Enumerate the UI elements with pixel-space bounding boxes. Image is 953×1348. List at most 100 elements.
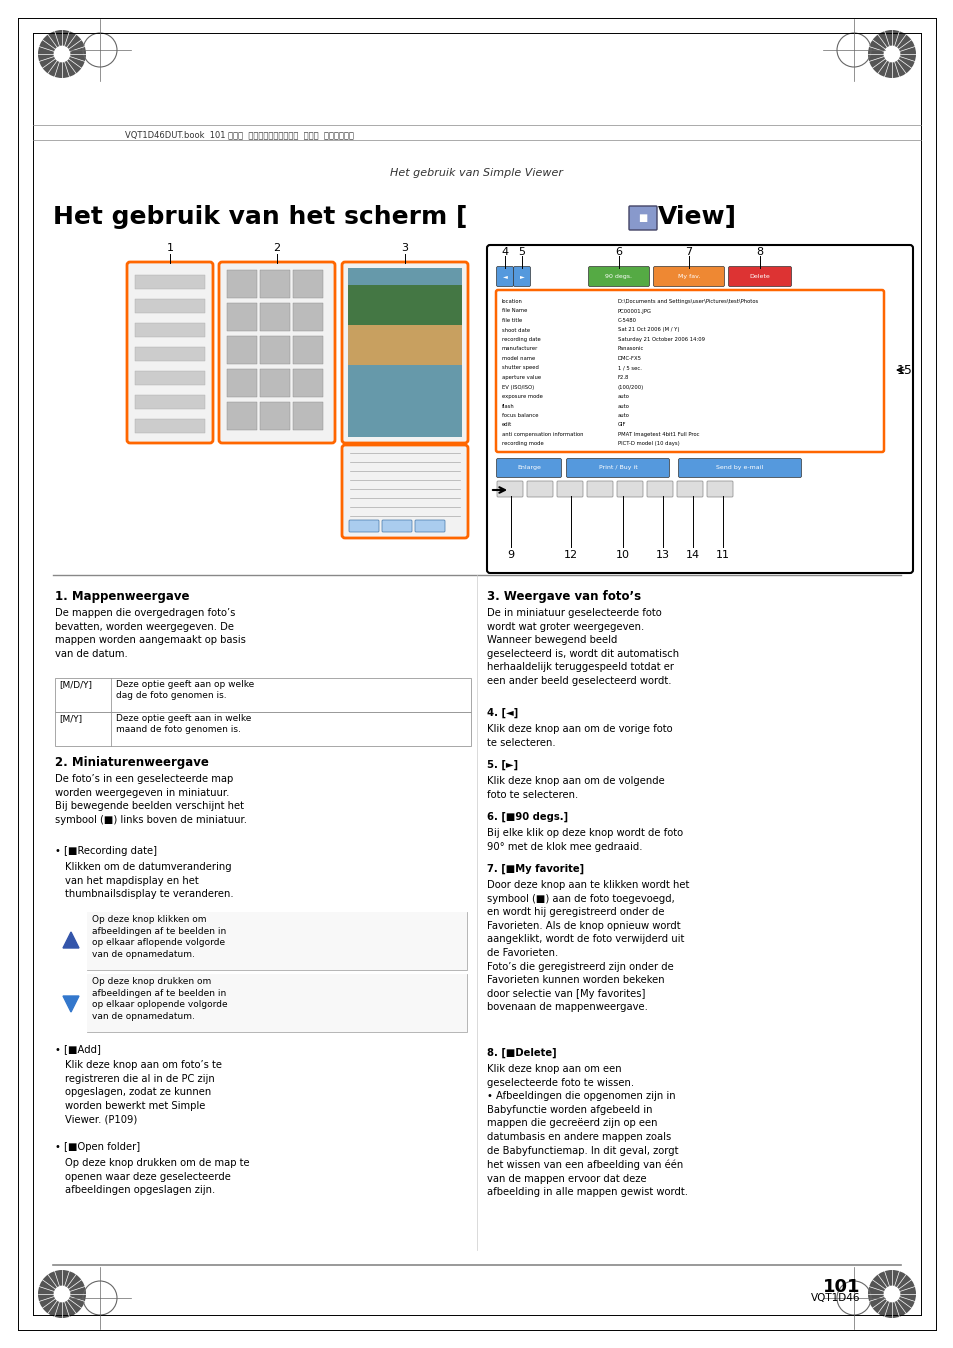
- Bar: [87, 913, 467, 971]
- FancyBboxPatch shape: [496, 267, 513, 287]
- Circle shape: [53, 46, 71, 62]
- Text: 11: 11: [716, 550, 729, 559]
- Text: auto: auto: [618, 394, 629, 399]
- Bar: [260, 303, 290, 332]
- Bar: [135, 346, 205, 361]
- Text: 101: 101: [821, 1278, 859, 1295]
- FancyBboxPatch shape: [706, 481, 732, 497]
- Bar: [293, 336, 323, 364]
- Text: Het gebruik van Simple Viewer: Het gebruik van Simple Viewer: [390, 168, 563, 178]
- Text: 90 degs.: 90 degs.: [605, 274, 632, 279]
- Bar: [293, 303, 323, 332]
- Circle shape: [882, 46, 900, 62]
- Text: Delete: Delete: [749, 274, 770, 279]
- Text: PICT-D model (10 days): PICT-D model (10 days): [618, 442, 679, 446]
- Text: 6. [■90 degs.]: 6. [■90 degs.]: [486, 811, 568, 822]
- Bar: [293, 369, 323, 398]
- Text: 1. Mappenweergave: 1. Mappenweergave: [55, 590, 190, 603]
- Bar: [293, 303, 323, 332]
- Text: Op deze knop drukken om de map te
openen waar deze geselecteerde
afbeeldingen op: Op deze knop drukken om de map te openen…: [65, 1158, 250, 1196]
- Bar: [135, 419, 205, 433]
- Bar: [135, 371, 205, 386]
- Text: PC00001.JPG: PC00001.JPG: [618, 309, 651, 314]
- Text: flash: flash: [501, 403, 515, 408]
- Text: 7: 7: [684, 247, 692, 257]
- Bar: [348, 268, 461, 437]
- FancyBboxPatch shape: [486, 245, 912, 573]
- Bar: [227, 270, 256, 298]
- Bar: [87, 975, 467, 1033]
- FancyBboxPatch shape: [728, 267, 791, 287]
- Text: file title: file title: [501, 318, 521, 324]
- Text: Saturday 21 October 2006 14:09: Saturday 21 October 2006 14:09: [618, 337, 704, 342]
- Bar: [135, 324, 205, 337]
- Text: Klikken om de datumverandering
van het mapdisplay en het
thumbnailsdisplay te ve: Klikken om de datumverandering van het m…: [65, 861, 233, 899]
- Bar: [227, 303, 256, 332]
- Text: 5. [►]: 5. [►]: [486, 760, 517, 770]
- Text: C-5480: C-5480: [618, 318, 637, 324]
- Text: 4. [◄]: 4. [◄]: [486, 708, 517, 718]
- Bar: [293, 369, 323, 398]
- Text: VQT1D46DUT.book  101 ページ  ２００６年１２月７日  木曜日  午後４時１分: VQT1D46DUT.book 101 ページ ２００６年１２月７日 木曜日 午…: [125, 131, 354, 139]
- FancyBboxPatch shape: [513, 267, 530, 287]
- Text: auto: auto: [618, 412, 629, 418]
- FancyBboxPatch shape: [678, 458, 801, 477]
- Bar: [260, 402, 290, 430]
- Text: 5: 5: [518, 247, 525, 257]
- FancyBboxPatch shape: [526, 481, 553, 497]
- Bar: [135, 346, 205, 361]
- Text: • [■Open folder]: • [■Open folder]: [55, 1142, 140, 1153]
- Text: EV (ISO/ISO): EV (ISO/ISO): [501, 384, 534, 390]
- Bar: [260, 336, 290, 364]
- Text: D:\Documents and Settings\user\Pictures\test\Photos: D:\Documents and Settings\user\Pictures\…: [618, 299, 758, 305]
- Text: 2: 2: [274, 243, 280, 253]
- Bar: [260, 303, 290, 332]
- FancyBboxPatch shape: [381, 520, 412, 532]
- Text: ■: ■: [638, 213, 647, 222]
- Text: Klik deze knop aan om de vorige foto
te selecteren.: Klik deze knop aan om de vorige foto te …: [486, 724, 672, 748]
- Text: 6: 6: [615, 247, 622, 257]
- Text: Op deze knop drukken om
afbeeldingen af te beelden in
op elkaar oplopende volgor: Op deze knop drukken om afbeeldingen af …: [91, 977, 228, 1020]
- Text: Bij elke klik op deze knop wordt de foto
90° met de klok mee gedraaid.: Bij elke klik op deze knop wordt de foto…: [486, 828, 682, 852]
- Text: 1 / 5 sec.: 1 / 5 sec.: [618, 365, 641, 371]
- Text: 7. [■My favorite]: 7. [■My favorite]: [486, 864, 583, 875]
- FancyBboxPatch shape: [653, 267, 723, 287]
- Text: [M/Y]: [M/Y]: [59, 714, 82, 723]
- Text: • [■Add]: • [■Add]: [55, 1043, 101, 1054]
- Bar: [293, 402, 323, 430]
- Text: 12: 12: [563, 550, 578, 559]
- Text: location: location: [501, 299, 522, 305]
- Bar: [227, 270, 256, 298]
- Bar: [293, 270, 323, 298]
- Bar: [135, 395, 205, 408]
- Text: Deze optie geeft aan in welke
maand de foto genomen is.: Deze optie geeft aan in welke maand de f…: [116, 714, 251, 735]
- Text: 1: 1: [167, 243, 173, 253]
- Text: 15: 15: [896, 364, 912, 376]
- Text: ►: ►: [519, 274, 524, 279]
- Polygon shape: [63, 996, 79, 1012]
- Text: [M/D/Y]: [M/D/Y]: [59, 679, 91, 689]
- Text: 2. Miniaturenweergave: 2. Miniaturenweergave: [55, 756, 209, 768]
- Text: • [■Recording date]: • [■Recording date]: [55, 847, 157, 856]
- Text: 10: 10: [616, 550, 629, 559]
- Text: F2.8: F2.8: [618, 375, 629, 380]
- Polygon shape: [63, 931, 79, 948]
- FancyBboxPatch shape: [127, 262, 213, 443]
- Text: 9: 9: [507, 550, 514, 559]
- Text: GIF: GIF: [618, 422, 626, 427]
- Text: 8: 8: [756, 247, 762, 257]
- Text: De mappen die overgedragen foto’s
bevatten, worden weergegeven. De
mappen worden: De mappen die overgedragen foto’s bevatt…: [55, 608, 246, 659]
- Text: DMC-FX5: DMC-FX5: [618, 356, 641, 361]
- FancyBboxPatch shape: [349, 520, 378, 532]
- Circle shape: [38, 1270, 86, 1318]
- FancyBboxPatch shape: [557, 481, 582, 497]
- FancyBboxPatch shape: [496, 290, 883, 452]
- FancyBboxPatch shape: [617, 481, 642, 497]
- Bar: [87, 975, 467, 1033]
- Bar: [260, 369, 290, 398]
- Bar: [135, 371, 205, 386]
- Text: recording mode: recording mode: [501, 442, 543, 446]
- FancyBboxPatch shape: [586, 481, 613, 497]
- Circle shape: [53, 1286, 71, 1302]
- Text: auto: auto: [618, 403, 629, 408]
